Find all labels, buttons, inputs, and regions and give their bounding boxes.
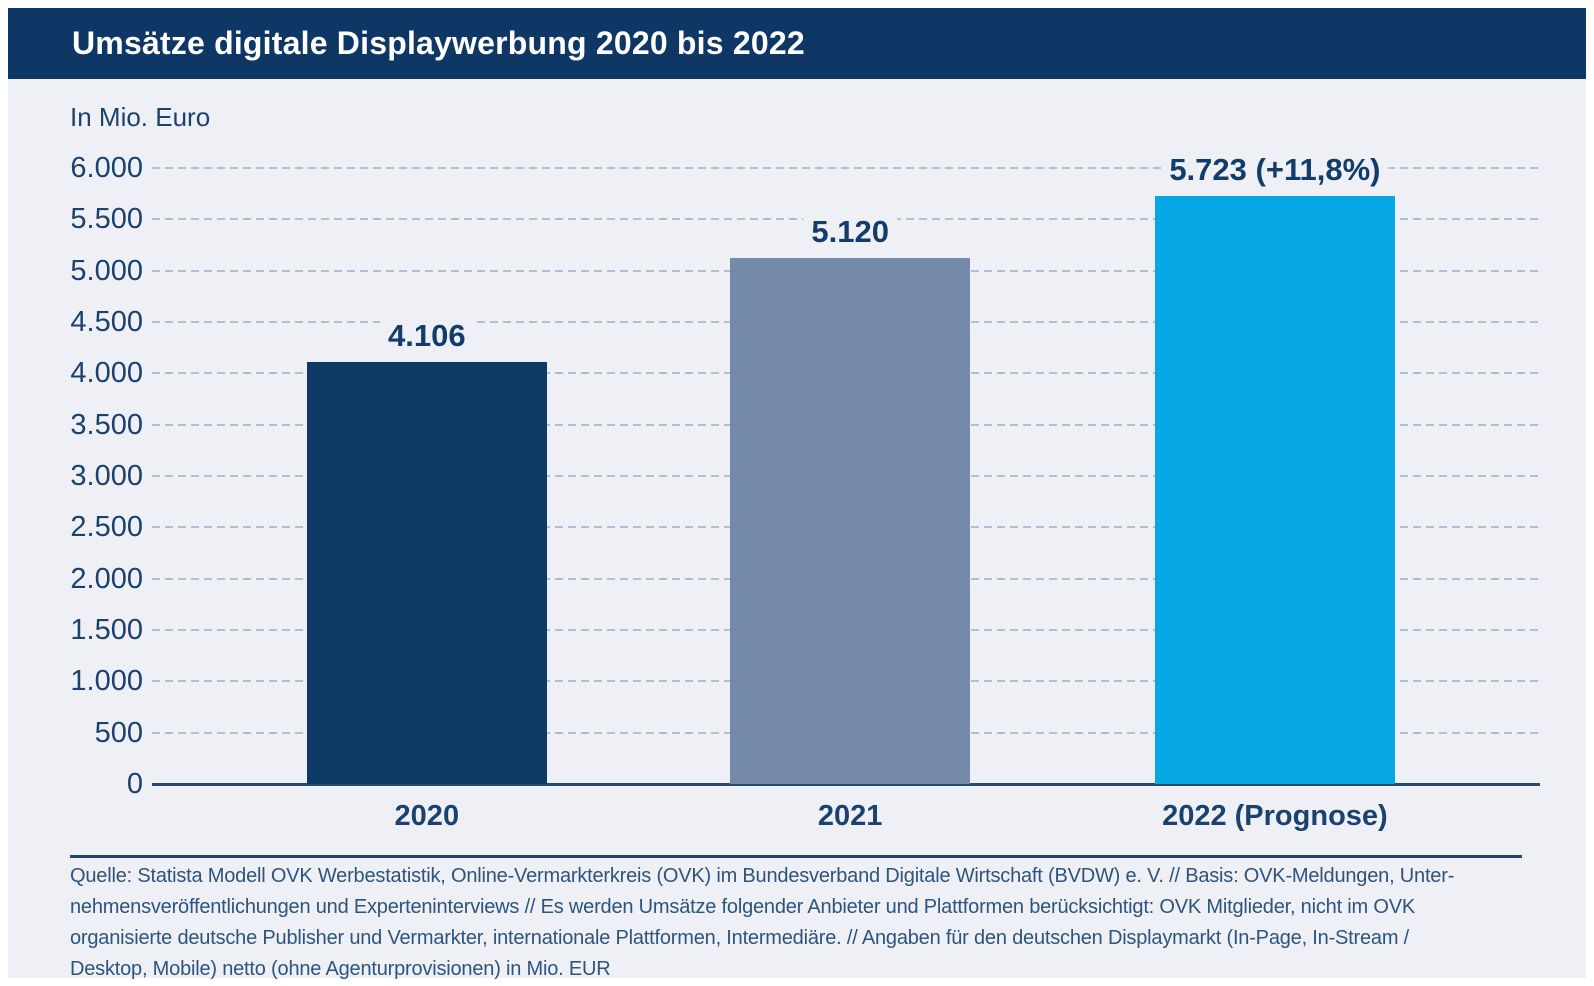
y-tick-label: 3.000 — [70, 460, 143, 492]
x-tick-label: 2022 (Prognose) — [1162, 800, 1388, 832]
chart-title: Umsätze digitale Displaywerbung 2020 bis… — [72, 25, 805, 61]
footer-separator — [70, 855, 1522, 858]
bar-value: 5.120 — [811, 214, 889, 250]
source-note-line: organisierte deutsche Publisher und Verm… — [70, 927, 1410, 949]
source-note-line: Desktop, Mobile) netto (ohne Agenturprov… — [70, 958, 611, 980]
y-tick-label: 500 — [94, 716, 143, 749]
y-tick-label: 5.000 — [70, 254, 143, 287]
y-tick-label: 2.500 — [70, 511, 143, 544]
y-axis-unit-label: In Mio. Euro — [70, 102, 211, 132]
source-note-line: Quelle: Statista Modell OVK Werbestatist… — [70, 865, 1455, 887]
y-tick-label: 6.000 — [70, 152, 143, 184]
gridline — [152, 167, 1540, 169]
bar-value: 4.106 — [388, 318, 466, 354]
bar-value-note: (+11,8%) — [1246, 152, 1381, 188]
y-tick-label: 2.000 — [70, 562, 143, 595]
bar-value-label: 4.106 — [380, 316, 474, 357]
y-tick-label: 4.500 — [70, 306, 143, 338]
y-tick-label: 5.500 — [70, 203, 143, 236]
bar-value-label: 5.723 (+11,8%) — [1161, 150, 1389, 191]
chart-title-bar: Umsätze digitale Displaywerbung 2020 bis… — [8, 8, 1586, 79]
bar-2021 — [730, 258, 971, 784]
bar-chart: 6.000 5.500 5.000 4.500 4.000 3.500 3.000 2.500… — [8, 8, 1586, 978]
chart-card: Umsätze digitale Displaywerbung 2020 bis… — [8, 8, 1586, 980]
x-axis-baseline — [152, 783, 1540, 786]
y-tick-label: 1.500 — [70, 614, 143, 646]
source-note-line: nehmensveröffentlichungen und Expertenin… — [70, 896, 1415, 918]
y-tick-label: 4.000 — [70, 357, 143, 390]
bar-value-label: 5.120 — [803, 212, 897, 253]
y-tick-label: 1.000 — [70, 665, 143, 698]
source-note: Quelle: Statista Modell OVK Werbestatist… — [70, 861, 1550, 985]
y-tick-label: 0 — [126, 768, 143, 800]
x-tick-label: 2021 — [817, 800, 883, 832]
x-tick-label: 2020 — [394, 800, 460, 832]
bar-2020 — [306, 362, 547, 784]
bar-value: 5.723 — [1169, 152, 1247, 188]
bar-2022 (Prognose) — [1154, 196, 1395, 784]
y-tick-label: 3.500 — [70, 408, 143, 441]
